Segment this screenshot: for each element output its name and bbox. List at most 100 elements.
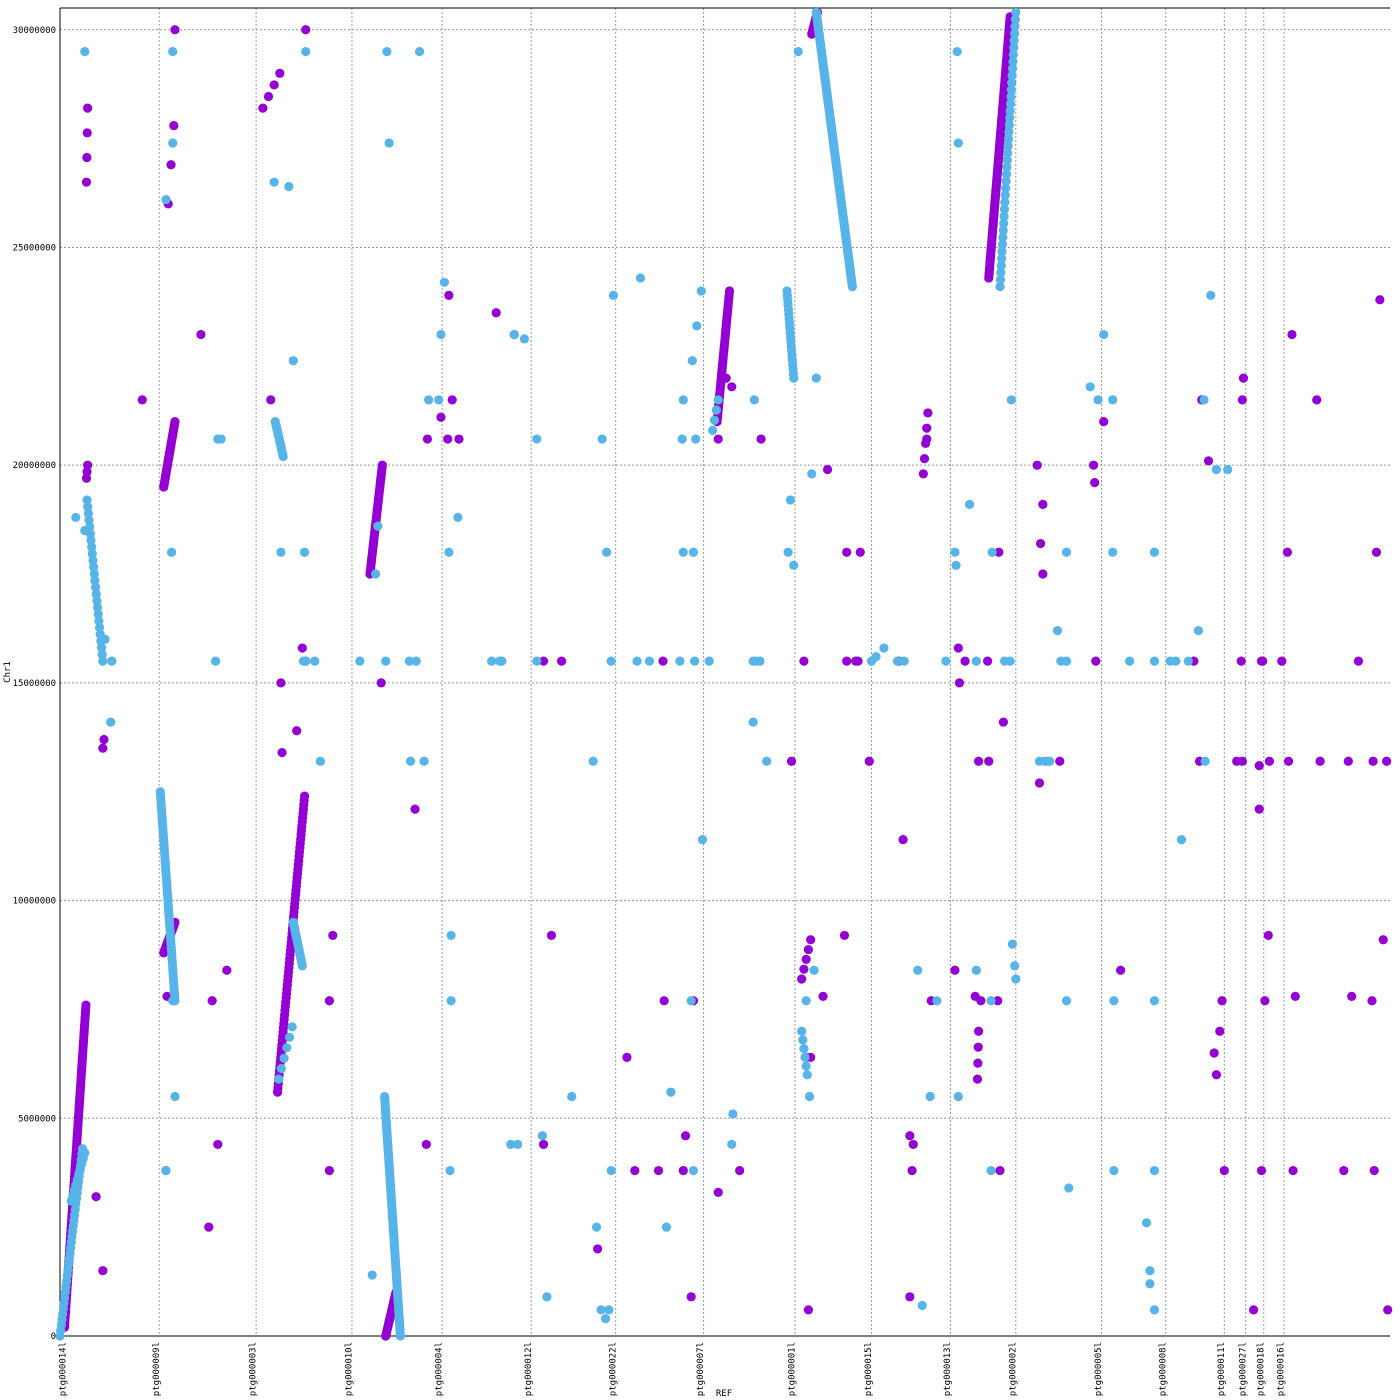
- data-point: [421, 1139, 431, 1150]
- data-point: [91, 1192, 101, 1202]
- data-point: [789, 560, 799, 570]
- data-point: [1093, 395, 1103, 405]
- data-point: [1263, 930, 1273, 941]
- data-point: [951, 560, 961, 570]
- data-point: [170, 1091, 180, 1102]
- data-point: [680, 1131, 691, 1141]
- data-point: [728, 1109, 738, 1119]
- data-point: [269, 80, 279, 90]
- data-point: [86, 535, 96, 545]
- data-point: [604, 1305, 614, 1315]
- data-point: [801, 954, 811, 964]
- data-point: [597, 434, 607, 444]
- data-point: [269, 177, 279, 187]
- data-point: [1000, 190, 1010, 200]
- data-point: [1007, 64, 1018, 74]
- data-point: [284, 181, 294, 192]
- data-point: [1001, 176, 1011, 186]
- data-point: [602, 547, 612, 557]
- data-point: [276, 1064, 286, 1074]
- data-point: [89, 569, 99, 579]
- data-point: [170, 25, 180, 35]
- data-point: [213, 1139, 223, 1150]
- data-point: [1109, 1165, 1119, 1176]
- data-point: [1260, 996, 1270, 1006]
- data-point: [922, 434, 932, 444]
- x-tick-label: ptg000027l: [1238, 1342, 1248, 1396]
- x-axis-title: REF: [716, 1389, 732, 1399]
- data-point: [434, 395, 444, 405]
- x-tick-label: ptg000002l: [1008, 1342, 1018, 1396]
- data-point: [93, 609, 103, 619]
- data-point: [973, 1058, 983, 1068]
- data-point: [1010, 14, 1020, 24]
- data-point: [999, 218, 1009, 228]
- data-point: [1007, 78, 1017, 88]
- data-point: [1343, 756, 1353, 766]
- data-point: [839, 930, 850, 941]
- data-point: [713, 1187, 723, 1197]
- data-point: [1369, 1165, 1379, 1176]
- data-point: [998, 232, 1008, 243]
- data-point: [696, 286, 706, 296]
- y-tick-label: 15000000: [13, 679, 56, 689]
- data-point: [410, 804, 420, 814]
- data-point: [276, 547, 286, 557]
- data-point: [168, 996, 178, 1006]
- data-point: [822, 464, 833, 475]
- data-point: [1183, 656, 1193, 666]
- data-point: [454, 434, 464, 444]
- data-point: [81, 1000, 91, 1010]
- data-point: [678, 1165, 688, 1176]
- data-point: [704, 656, 714, 666]
- data-point: [1287, 329, 1297, 340]
- data-point: [367, 1270, 377, 1280]
- data-point: [658, 656, 668, 666]
- data-point: [1288, 1165, 1298, 1176]
- data-point: [1052, 626, 1063, 636]
- x-tick-label: ptg000008l: [1158, 1342, 1168, 1396]
- data-point: [727, 382, 737, 392]
- data-point: [1038, 569, 1048, 579]
- data-point: [806, 935, 816, 945]
- data-point: [419, 756, 429, 766]
- data-point: [89, 562, 99, 572]
- data-point: [1290, 991, 1300, 1001]
- data-point: [87, 549, 97, 559]
- data-point: [556, 656, 567, 666]
- data-point: [210, 656, 221, 666]
- data-point: [1005, 106, 1015, 116]
- data-point: [1032, 460, 1042, 470]
- data-point: [494, 656, 505, 666]
- data-point: [677, 434, 687, 444]
- data-point: [608, 290, 619, 300]
- data-point: [987, 547, 997, 557]
- data-point: [263, 91, 274, 102]
- data-point: [1009, 35, 1019, 46]
- data-point: [905, 1292, 915, 1302]
- data-point: [818, 991, 828, 1001]
- data-point: [974, 1026, 984, 1036]
- data-point: [809, 965, 819, 975]
- data-point: [800, 1052, 810, 1062]
- data-point: [81, 177, 92, 187]
- data-point: [204, 1222, 214, 1232]
- data-point: [960, 656, 970, 666]
- data-point: [80, 1148, 90, 1158]
- data-point: [439, 277, 449, 287]
- data-point: [789, 373, 799, 383]
- data-point: [166, 547, 177, 557]
- data-point: [1149, 547, 1160, 557]
- data-point: [491, 308, 501, 318]
- data-point: [546, 930, 557, 941]
- data-point: [932, 996, 942, 1006]
- data-point: [995, 275, 1006, 285]
- data-point: [1000, 197, 1010, 207]
- data-point: [811, 373, 821, 383]
- data-point: [799, 1044, 809, 1054]
- data-point: [1002, 155, 1012, 165]
- data-point: [299, 547, 310, 557]
- data-point: [686, 1292, 696, 1302]
- y-tick-label: 30000000: [13, 26, 56, 36]
- data-point: [727, 1139, 737, 1150]
